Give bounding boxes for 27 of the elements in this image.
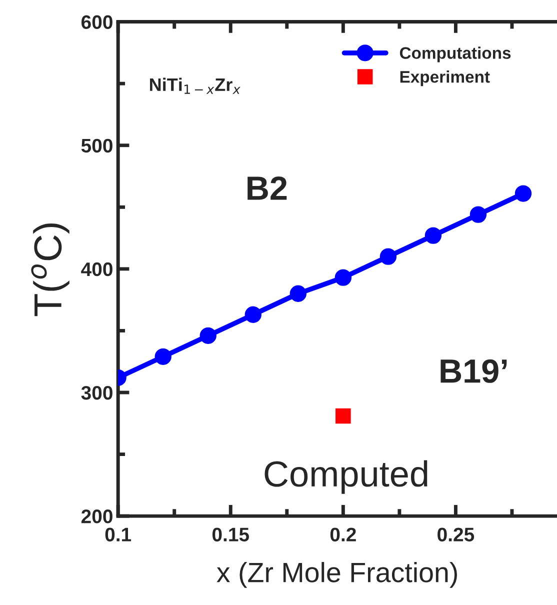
x-tick-label: 0.1 xyxy=(105,528,132,542)
point xyxy=(334,269,352,286)
y-tick-label: 300 xyxy=(81,386,112,400)
legend-label: Experiment xyxy=(400,70,490,86)
x-tick-label: 0.15 xyxy=(212,528,250,542)
point xyxy=(514,185,532,202)
point xyxy=(424,227,442,244)
point xyxy=(200,327,216,344)
y-tick-label: 600 xyxy=(81,15,112,30)
y-tick-label: 200 xyxy=(81,510,112,524)
x-tick-label: 0.25 xyxy=(438,528,474,542)
point xyxy=(154,348,172,365)
annotation: NiTi$_{1−x}$Zr$_{x}$ xyxy=(150,78,240,94)
point xyxy=(244,306,262,323)
point xyxy=(470,206,487,223)
point xyxy=(380,248,397,265)
point xyxy=(290,285,306,302)
y-tick-label: 400 xyxy=(81,262,112,276)
x-axis-title: x (Zr Mole Fraction) xyxy=(216,562,457,588)
annotation: Computed xyxy=(264,460,428,494)
annotation: B2 xyxy=(248,176,287,200)
point xyxy=(336,408,351,424)
y-tick-label: 500 xyxy=(81,138,112,153)
annotation: B19’ xyxy=(440,359,507,383)
legend-label: Computations xyxy=(400,46,511,62)
y-axis-title: T($^{o}$C) xyxy=(31,224,70,316)
x-tick-label: 0.2 xyxy=(330,528,356,542)
